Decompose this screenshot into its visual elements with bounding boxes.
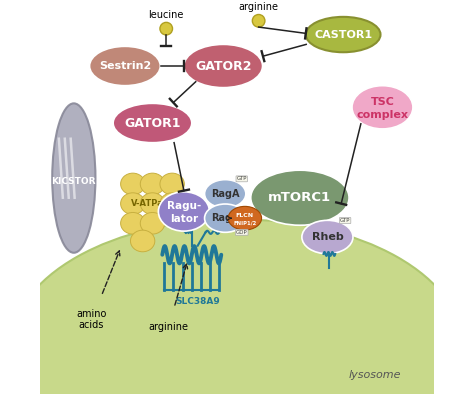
Ellipse shape: [352, 86, 413, 129]
Ellipse shape: [158, 192, 210, 231]
Ellipse shape: [302, 220, 353, 254]
Ellipse shape: [205, 204, 246, 232]
Circle shape: [160, 23, 173, 35]
Text: KICSTOR: KICSTOR: [52, 177, 96, 186]
Ellipse shape: [52, 103, 95, 253]
Text: GATOR2: GATOR2: [195, 60, 252, 73]
Text: lysosome: lysosome: [348, 370, 401, 380]
Ellipse shape: [184, 44, 263, 88]
Text: complex: complex: [356, 110, 409, 120]
Text: FNIP1/2: FNIP1/2: [233, 221, 256, 226]
Text: FLCN: FLCN: [236, 213, 254, 218]
Text: V-ATPase: V-ATPase: [131, 199, 174, 208]
Ellipse shape: [120, 173, 145, 195]
Text: Sestrin2: Sestrin2: [99, 61, 151, 71]
Text: leucine: leucine: [148, 10, 184, 20]
Ellipse shape: [120, 193, 145, 214]
Circle shape: [252, 15, 265, 27]
Text: RagA: RagA: [211, 189, 239, 199]
Text: Ragu-: Ragu-: [167, 201, 201, 211]
Ellipse shape: [120, 213, 145, 234]
Ellipse shape: [160, 193, 184, 214]
Text: arginine: arginine: [238, 2, 279, 12]
Text: GDP: GDP: [236, 230, 247, 235]
Ellipse shape: [160, 173, 184, 195]
Text: arginine: arginine: [148, 322, 188, 333]
Text: amino
acids: amino acids: [76, 309, 107, 330]
Ellipse shape: [113, 103, 192, 143]
Text: RagC: RagC: [211, 213, 239, 223]
Ellipse shape: [205, 180, 246, 208]
Text: SLC38A9: SLC38A9: [175, 297, 220, 307]
Ellipse shape: [130, 230, 155, 252]
Ellipse shape: [140, 193, 164, 214]
Ellipse shape: [140, 213, 164, 234]
Ellipse shape: [251, 170, 349, 225]
Ellipse shape: [228, 206, 262, 230]
Text: CASTOR1: CASTOR1: [314, 30, 372, 40]
Ellipse shape: [90, 46, 160, 86]
Text: GTP: GTP: [340, 218, 350, 223]
Text: GATOR1: GATOR1: [124, 117, 181, 130]
Ellipse shape: [11, 219, 463, 395]
Ellipse shape: [140, 173, 164, 195]
Text: TSC: TSC: [371, 97, 394, 107]
Text: lator: lator: [170, 214, 198, 224]
Text: GTP: GTP: [237, 176, 247, 181]
Text: Rheb: Rheb: [311, 232, 343, 242]
Text: mTORC1: mTORC1: [268, 191, 331, 204]
Ellipse shape: [306, 17, 381, 52]
